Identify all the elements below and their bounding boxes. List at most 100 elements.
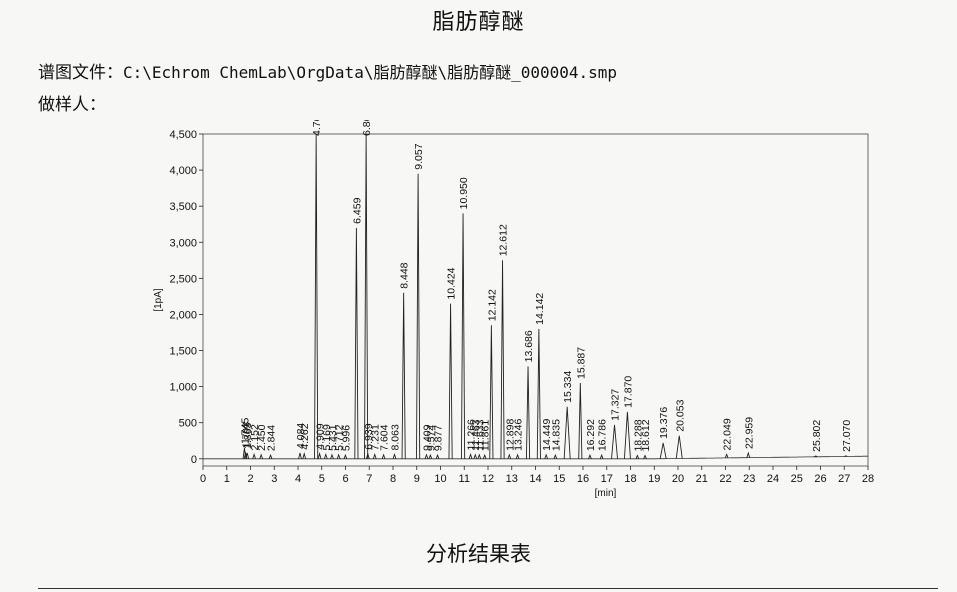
y-tick-label: 1,000 [169,382,197,394]
peak-label: 22.049 [722,418,734,450]
peak-label: 8.448 [399,262,411,288]
peak [515,453,520,459]
peak [268,453,273,459]
x-tick-label: 16 [577,473,589,485]
peak [416,173,421,459]
peak-label: 19.376 [658,407,670,439]
peak [364,133,369,459]
peak [500,260,505,459]
x-tick-label: 26 [814,473,826,485]
x-tick-label: 3 [271,473,277,485]
peak-label: 6.868 [361,120,373,136]
file-path: C:\Echrom ChemLab\OrgData\脂肪醇醚\脂肪醇醚_0000… [123,63,618,82]
x-tick-label: 5 [319,473,325,485]
peak [599,453,604,459]
peak-label: 9.877 [433,425,445,451]
peak [336,453,341,459]
x-tick-label: 10 [434,473,446,485]
peak [365,452,370,459]
peak-label: 1.793 [241,422,253,448]
x-tick-label: 2 [247,473,253,485]
y-tick-label: 3,500 [169,201,197,213]
x-tick-label: 23 [743,473,755,485]
peak [724,453,729,459]
peak [302,452,307,459]
peak [245,452,250,459]
peak-label: 25.802 [811,420,823,452]
peak-label: 4.909 [315,423,327,449]
peak-label: 11.463 [470,419,482,450]
peak-label: 11.861 [480,420,492,451]
operator-label: 做样人： [38,95,106,115]
peak-label: 12.142 [486,289,498,321]
peak-label: 7.604 [379,424,391,450]
peak [675,435,683,459]
peak-label: 18.612 [640,419,652,451]
peak [317,452,322,459]
peak-label: 17.870 [622,376,634,408]
peak-label: 15.334 [562,371,574,403]
x-tick-label: 11 [459,473,470,485]
peak [489,325,494,459]
peak [477,453,482,459]
peak-label: 12.898 [504,419,516,451]
peak-label: 27.070 [841,420,853,452]
y-tick-label: 4,500 [169,129,197,141]
x-axis-label: [min] [595,488,617,499]
x-tick-label: 20 [672,473,684,485]
peak-label: 9.409 [421,424,433,450]
peak-label: 4.262 [299,423,311,449]
peak [252,452,256,459]
chromatogram-svg: 0 500 1,000 1,500 2,000 2,500 3,000 3,500 4,000 4… [153,110,874,499]
peak-label: 5.169 [321,424,333,450]
peak-label: 2.844 [266,425,278,451]
peak [588,453,592,459]
x-tick-label: 18 [624,473,636,485]
y-tick-label: 1,500 [169,346,197,358]
peak-label: 11.633 [474,419,486,450]
bottom-rule [38,588,938,589]
peak-label: 1.745 [239,418,251,444]
y-tick-label: 2,500 [169,273,197,285]
peak-label: 8.063 [389,424,401,450]
peak [659,442,667,459]
peak-label: 11.266 [466,419,478,450]
peak-label: 18.288 [632,419,644,451]
x-tick-label: 9 [414,473,420,485]
x-tick-label: 22 [719,473,731,485]
x-tick-label: 0 [200,473,206,485]
peak-label: 4.764 [311,120,323,136]
y-tick-label: 500 [179,418,197,430]
baseline-trace [203,455,868,460]
peak [746,451,751,458]
x-tick-label: 21 [696,473,708,485]
peak [473,453,478,459]
peak [259,453,264,459]
peak [635,454,640,459]
operator-line: 做样人： [38,90,106,115]
peak [507,453,512,459]
peak-label: 6.459 [351,197,363,223]
chromatogram: 0 500 1,000 1,500 2,000 2,500 3,000 3,500 4,000 4… [0,110,957,500]
peak [468,452,473,459]
peak-label: 6.939 [363,423,375,449]
peak [814,455,818,458]
peak-label: 16.292 [585,419,597,451]
peak-label: 2.152 [249,424,261,450]
peak [448,303,453,459]
x-tick-label: 14 [529,473,541,485]
peak [401,292,406,459]
x-tick-label: 17 [601,473,613,485]
peak [643,454,647,459]
peak [424,453,429,459]
peak [611,424,618,459]
peak-label: 14.835 [550,419,562,451]
peak [435,453,440,459]
x-tick-label: 8 [390,473,396,485]
peak-label: 5.431 [327,424,339,450]
x-tick-label: 6 [342,473,348,485]
peak-label: 10.424 [446,267,458,299]
peak [381,453,386,459]
peak-label: 14.142 [534,293,546,325]
peak-label: 20.053 [674,399,686,431]
